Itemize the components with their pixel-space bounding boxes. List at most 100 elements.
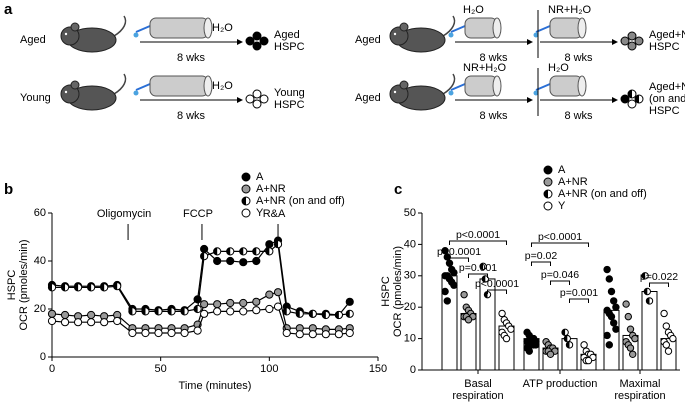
significance-label: p<0.0001: [437, 246, 481, 258]
data-point-shape: [662, 341, 670, 349]
data-point-shape: [603, 265, 611, 274]
point: [193, 295, 202, 304]
hspc-dot-shape: [252, 41, 262, 51]
data-point-shape: [498, 309, 506, 318]
data-point-shape: [502, 334, 511, 343]
duration-label: 8 wks: [177, 52, 206, 64]
legend-marker: [241, 184, 251, 194]
point: [167, 307, 176, 316]
point-shape: [273, 302, 283, 311]
point: [295, 309, 304, 318]
point: [87, 283, 96, 292]
legend-marker-shape: [241, 208, 251, 218]
y-axis-label: HSPC: [380, 276, 392, 307]
point: [265, 240, 274, 249]
treatment-label: H₂O: [548, 62, 569, 74]
point-shape: [200, 244, 209, 254]
hspc-dot: [627, 89, 637, 99]
hspc-dot-shape: [245, 94, 255, 104]
data-point: [443, 297, 451, 305]
significance-bracket: [531, 242, 589, 247]
data-point: [631, 334, 639, 343]
mouse-ear: [70, 22, 80, 32]
point-shape: [113, 316, 122, 326]
hspc-dot-shape: [620, 36, 630, 46]
data-point-shape: [612, 325, 620, 333]
legend-label: A+NR: [558, 176, 588, 188]
point-shape: [128, 328, 137, 338]
point-shape: [252, 256, 261, 266]
hspc-dot-shape: [259, 36, 269, 46]
data-point-shape: [532, 341, 540, 349]
legend-label: A: [558, 164, 566, 176]
point-shape: [193, 326, 202, 335]
point: [334, 310, 343, 320]
data-point: [664, 347, 673, 355]
hspc-dot: [620, 36, 630, 46]
mouse-head: [389, 84, 409, 104]
data-point: [643, 287, 651, 296]
data-point: [441, 246, 449, 255]
point: [345, 328, 354, 338]
data-point: [603, 265, 611, 274]
y-tick-label: 20: [34, 303, 46, 315]
result-label: HSPC: [274, 41, 305, 53]
point-shape: [308, 330, 317, 339]
point-half: [252, 247, 257, 255]
data-point-half: [561, 329, 566, 336]
data-point-shape: [464, 316, 473, 324]
point-shape: [226, 307, 235, 316]
point: [239, 307, 248, 316]
mouse-ear: [399, 80, 409, 90]
treatment-label: H₂O: [212, 80, 233, 92]
point-shape: [47, 316, 57, 326]
y-axis-label: OCR (pmoles/min): [392, 246, 404, 337]
data-point-half: [564, 335, 568, 342]
hspc-dot-shape: [252, 89, 262, 99]
mouse-eye: [64, 90, 68, 94]
significance-bracket: [449, 240, 507, 245]
data-point: [612, 325, 620, 333]
data-point-shape: [631, 334, 639, 343]
data-point: [662, 341, 670, 349]
data-point-shape: [607, 312, 616, 321]
point: [200, 309, 209, 318]
point-shape: [321, 330, 330, 339]
data-point: [629, 350, 637, 358]
hspc-dot: [245, 36, 255, 46]
point: [282, 328, 291, 338]
point-shape: [213, 256, 222, 266]
data-point-shape: [626, 325, 635, 333]
result-label: HSPC: [649, 41, 680, 53]
data-point-half: [646, 297, 650, 305]
duration-label: 8 wks: [177, 110, 206, 122]
bottle: [549, 75, 583, 97]
x-tick-label: Maximal respiration: [614, 378, 666, 402]
point: [213, 256, 222, 266]
data-point: [605, 275, 613, 283]
point-shape: [180, 328, 189, 338]
data-point-shape: [546, 350, 555, 358]
duration-label: 8 wks: [479, 110, 508, 122]
mouse-label: Young: [20, 92, 51, 104]
significance-bracket: [649, 282, 669, 287]
significance-label: p=0.022: [640, 271, 678, 283]
result-label: Aged: [274, 29, 300, 41]
point: [308, 330, 317, 339]
mouse-ear: [399, 22, 409, 32]
point: [200, 244, 209, 254]
point: [47, 309, 57, 318]
point-half: [283, 307, 287, 315]
point-half: [74, 283, 79, 291]
data-point: [603, 331, 611, 340]
point-shape: [226, 298, 235, 308]
data-point-shape: [629, 350, 637, 358]
data-point-half: [479, 263, 484, 270]
water-drop: [133, 90, 139, 96]
point: [252, 256, 261, 266]
point: [73, 318, 83, 327]
x-tick-label: Basal respiration: [452, 378, 504, 402]
bottle-spout: [135, 25, 151, 33]
mouse-tail: [442, 15, 456, 37]
duration-label: 8 wks: [564, 52, 593, 64]
